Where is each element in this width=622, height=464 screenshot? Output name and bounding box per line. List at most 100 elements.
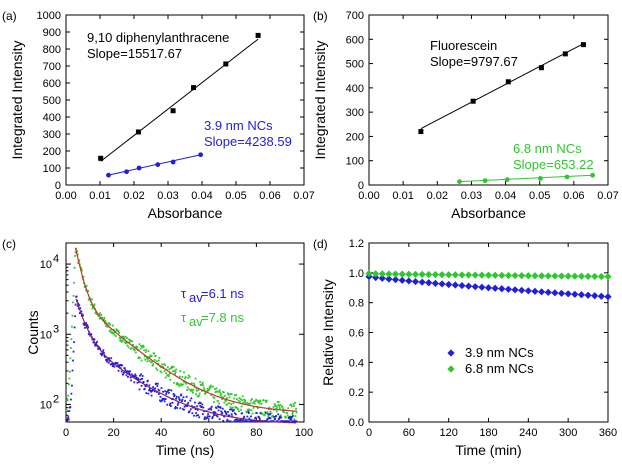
decay-point — [93, 338, 96, 341]
decay-point — [268, 406, 271, 409]
decay-point — [279, 416, 282, 419]
series-label: 9,10 diphenylanthracene — [87, 30, 229, 45]
decay-point — [119, 337, 122, 340]
decay-point — [215, 387, 218, 390]
slope-annotation: Slope=9797.67 — [430, 54, 518, 69]
stability-point — [372, 273, 380, 282]
data-point — [223, 61, 229, 67]
decay-point — [198, 394, 201, 397]
decay-point — [220, 396, 223, 399]
decay-point — [143, 355, 146, 358]
decay-point — [70, 338, 73, 341]
y-tick-label: 0.8 — [349, 298, 364, 310]
decay-point — [157, 388, 160, 391]
decay-point — [167, 389, 170, 392]
decay-point — [98, 347, 101, 349]
decay-point — [182, 380, 185, 383]
decay-point — [102, 351, 105, 354]
decay-point — [103, 354, 106, 357]
decay-point — [224, 411, 227, 414]
stability-point — [518, 286, 526, 294]
decay-point — [179, 370, 182, 373]
tau-subscript: av — [189, 314, 203, 329]
y-axis-label: Integrated Intensity — [312, 40, 328, 159]
decay-point — [150, 361, 152, 364]
decay-point — [130, 373, 133, 376]
decay-point — [154, 354, 157, 357]
decay-point — [216, 414, 218, 417]
decay-point — [115, 362, 118, 364]
decay-point — [133, 375, 136, 378]
decay-point — [138, 381, 140, 383]
decay-point — [268, 416, 271, 419]
decay-point — [71, 314, 74, 317]
decay-point — [126, 337, 128, 339]
decay-point — [68, 410, 71, 412]
stability-point — [365, 269, 373, 278]
decay-point — [81, 313, 84, 316]
decay-point — [141, 346, 144, 349]
decay-point — [104, 322, 106, 325]
decay-point — [131, 340, 134, 343]
decay-point — [160, 366, 162, 369]
decay-point — [199, 402, 202, 405]
tau-symbol: τ — [181, 286, 187, 301]
legend-marker — [447, 349, 455, 357]
decay-point — [66, 397, 69, 400]
stability-point — [591, 272, 599, 281]
decay-point — [138, 343, 141, 346]
decay-point — [105, 359, 108, 361]
decay-point — [213, 396, 216, 399]
data-point — [191, 85, 196, 91]
decay-point — [251, 412, 254, 415]
decay-point — [73, 281, 75, 284]
decay-point — [292, 415, 294, 417]
decay-point — [189, 389, 192, 392]
decay-point — [250, 409, 253, 412]
decay-point — [105, 324, 107, 327]
decay-point — [70, 398, 72, 401]
decay-point — [117, 330, 120, 333]
decay-point — [107, 325, 109, 328]
fit-line — [459, 174, 593, 183]
decay-point — [177, 402, 180, 405]
decay-point — [127, 370, 130, 373]
decay-point — [119, 363, 122, 366]
lifetime-value: =6.1 ns — [201, 286, 245, 301]
decay-point — [85, 285, 88, 287]
tau-symbol: τ — [181, 310, 187, 325]
stability-point — [498, 271, 506, 279]
decay-point — [167, 375, 170, 377]
decay-point — [110, 328, 113, 331]
decay-point — [133, 349, 136, 352]
decay-point — [125, 374, 128, 377]
y-axis-label: Counts — [25, 310, 41, 354]
decay-point — [141, 375, 144, 377]
decay-point — [153, 390, 156, 393]
y-tick-label: 1000 — [37, 10, 61, 22]
decay-point — [109, 331, 112, 333]
decay-point — [277, 401, 280, 403]
decay-point — [217, 405, 219, 408]
decay-point — [234, 406, 237, 408]
decay-point — [156, 382, 159, 385]
decay-point — [197, 388, 200, 391]
data-point — [124, 169, 129, 175]
decay-point — [212, 411, 215, 414]
decay-point — [117, 369, 120, 372]
data-point — [418, 129, 424, 135]
decay-point — [193, 406, 196, 408]
decay-point — [144, 385, 147, 388]
decay-point — [226, 403, 229, 406]
decay-point — [179, 383, 182, 386]
decay-point — [172, 365, 175, 368]
y-tick-label: 0 — [55, 180, 61, 192]
decay-point — [218, 406, 220, 409]
decay-point — [142, 345, 145, 348]
x-tick-label: 0.04 — [495, 190, 516, 202]
stability-point — [378, 270, 386, 278]
decay-point — [175, 395, 178, 398]
x-tick-label: 0.03 — [461, 190, 482, 202]
decay-point — [163, 397, 166, 400]
stability-point — [504, 271, 513, 280]
